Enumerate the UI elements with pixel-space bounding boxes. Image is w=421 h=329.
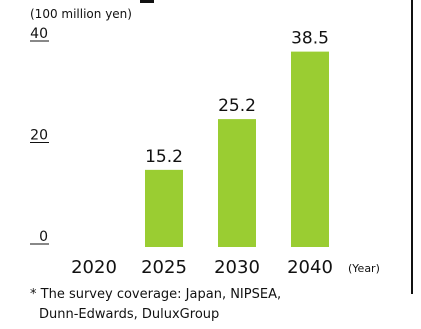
bar-2025 bbox=[145, 169, 183, 247]
bars bbox=[145, 51, 329, 247]
data-label-2025: 15.2 bbox=[145, 147, 183, 167]
x-axis: 2020 2025 2030 2040 bbox=[71, 257, 333, 278]
footnote-line-1: * The survey coverage: Japan, NIPSEA, bbox=[30, 287, 281, 302]
y-axis: 0 20 40 bbox=[30, 26, 49, 245]
y-tick-label-0: 0 bbox=[39, 229, 48, 245]
bar-2040 bbox=[291, 51, 329, 247]
clipped-heading-fragment bbox=[140, 0, 154, 3]
x-tick-label-2025: 2025 bbox=[141, 257, 187, 278]
x-tick-label-2030: 2030 bbox=[214, 257, 260, 278]
y-tick-label-20: 20 bbox=[30, 128, 48, 144]
y-tick-label-40: 40 bbox=[30, 26, 48, 42]
data-label-2040: 38.5 bbox=[291, 29, 329, 49]
data-labels: 15.2 25.2 38.5 bbox=[145, 29, 329, 167]
x-tick-label-2020: 2020 bbox=[71, 257, 117, 278]
bar-2030 bbox=[218, 119, 256, 247]
x-tick-label-2040: 2040 bbox=[287, 257, 333, 278]
data-label-2030: 25.2 bbox=[218, 96, 256, 116]
panel-right-border bbox=[411, 0, 413, 294]
y-axis-unit-label: (100 million yen) bbox=[30, 7, 132, 21]
footnote-line-2: Dunn-Edwards, DuluxGroup bbox=[39, 307, 219, 322]
x-axis-unit-label: (Year) bbox=[348, 262, 380, 275]
